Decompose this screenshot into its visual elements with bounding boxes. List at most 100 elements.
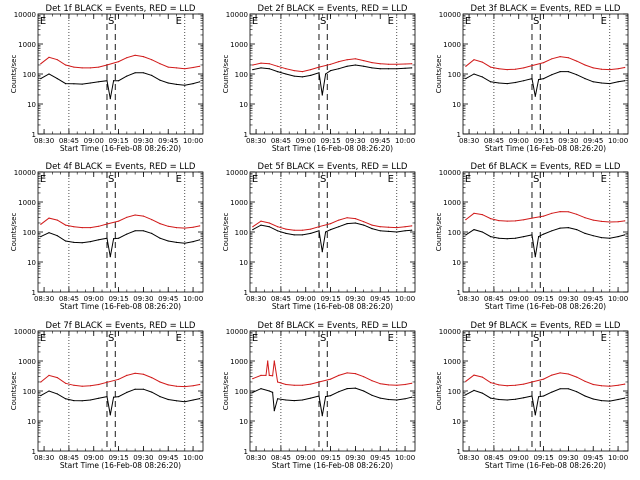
data-point-events xyxy=(576,74,578,76)
data-point-events xyxy=(387,398,390,401)
data-point-events xyxy=(73,241,75,243)
chart-title: Det 2f BLACK = Events, RED = LLD xyxy=(258,4,408,14)
y-tick-label: 1 xyxy=(457,448,461,456)
data-point-events xyxy=(559,227,561,229)
data-point-events xyxy=(301,76,303,78)
data-point-events xyxy=(126,233,128,235)
data-point-events xyxy=(192,399,194,401)
data-point-lld xyxy=(40,381,42,383)
data-point-events xyxy=(151,391,153,393)
data-point-events xyxy=(159,237,161,239)
series-line-lld xyxy=(40,54,200,70)
data-point-lld xyxy=(371,224,373,226)
plot-frame xyxy=(249,330,416,452)
data-point-lld xyxy=(260,62,262,64)
data-point-events xyxy=(321,415,323,417)
data-point-events xyxy=(159,396,161,398)
data-point-lld xyxy=(531,65,533,67)
data-point-events xyxy=(465,234,467,236)
data-point-lld xyxy=(465,65,467,67)
y-axis-label: Counts/sec xyxy=(435,55,443,94)
data-point-lld xyxy=(576,60,578,62)
data-point-lld xyxy=(404,63,406,65)
data-point-events xyxy=(617,398,619,401)
chart-title: Det 5f BLACK = Events, RED = LLD xyxy=(258,162,408,172)
x-tick-label: 09:45 xyxy=(158,454,178,462)
data-point-lld xyxy=(371,380,373,382)
data-point-events xyxy=(301,399,303,401)
data-point-events xyxy=(199,239,201,241)
data-point-lld xyxy=(592,67,594,69)
data-point-lld xyxy=(293,70,295,72)
data-point-lld xyxy=(404,383,406,386)
y-tick-label: 1 xyxy=(244,448,248,456)
data-point-events xyxy=(506,238,508,240)
data-point-events xyxy=(184,84,186,86)
data-point-events xyxy=(98,81,100,83)
data-point-lld xyxy=(40,223,42,225)
data-point-lld xyxy=(175,227,178,229)
data-point-events xyxy=(363,390,365,392)
x-axis-label: Start Time (16-Feb-08 08:26:20) xyxy=(485,302,606,311)
data-point-lld xyxy=(268,222,270,224)
data-point-lld xyxy=(268,374,270,376)
data-point-lld xyxy=(65,382,67,384)
data-point-events xyxy=(523,236,525,238)
data-point-lld xyxy=(490,382,492,384)
data-point-events xyxy=(175,241,178,243)
data-point-lld xyxy=(617,68,619,70)
data-point-lld xyxy=(624,383,626,385)
data-point-events xyxy=(252,229,254,231)
data-point-events xyxy=(567,388,570,390)
data-point-events xyxy=(396,399,398,401)
series-line-lld xyxy=(40,372,200,388)
y-tick-label: 10000 xyxy=(439,11,461,19)
data-point-lld xyxy=(252,64,254,66)
x-tick-label: 10:00 xyxy=(183,137,203,145)
data-point-lld xyxy=(167,384,169,386)
data-point-lld xyxy=(48,217,50,219)
data-point-events xyxy=(534,95,536,97)
data-point-events xyxy=(167,82,169,84)
data-point-events xyxy=(490,81,492,83)
x-tick-label: 10:00 xyxy=(395,454,415,462)
data-point-events xyxy=(387,230,390,232)
region-label: E xyxy=(601,16,607,27)
data-point-events xyxy=(89,241,91,243)
data-point-events xyxy=(600,237,603,239)
data-point-events xyxy=(325,396,327,398)
data-point-lld xyxy=(301,384,303,386)
y-tick-label: 10 xyxy=(27,101,36,109)
data-point-events xyxy=(285,73,287,75)
region-label: S xyxy=(108,333,114,344)
data-point-lld xyxy=(481,376,483,378)
data-point-events xyxy=(73,400,75,402)
region-label: S xyxy=(533,333,539,344)
data-point-lld xyxy=(543,215,545,217)
data-point-events xyxy=(293,75,295,77)
data-point-events xyxy=(490,236,492,238)
data-point-events xyxy=(514,237,517,239)
data-point-events xyxy=(142,230,144,232)
data-point-lld xyxy=(98,383,100,386)
y-tick-label: 10 xyxy=(239,418,248,426)
y-tick-label: 1 xyxy=(457,289,461,297)
data-point-events xyxy=(272,391,274,393)
data-point-lld xyxy=(81,67,83,69)
y-tick-label: 1000 xyxy=(18,41,36,49)
data-point-lld xyxy=(498,384,500,386)
data-point-events xyxy=(199,81,201,83)
data-point-events xyxy=(118,237,120,239)
plot-frame xyxy=(37,13,204,135)
data-point-lld xyxy=(277,226,279,228)
chart-panel-5: Det 5f BLACK = Events, RED = LLD 1 10 100 10… xyxy=(222,162,416,311)
data-point-lld xyxy=(559,372,561,374)
data-point-events xyxy=(268,226,270,228)
data-point-events xyxy=(301,234,303,236)
x-axis-label: Start Time (16-Feb-08 08:26:20) xyxy=(272,461,393,470)
data-point-events xyxy=(584,232,586,234)
x-tick-label: 09:00 xyxy=(296,137,316,145)
data-point-events xyxy=(118,396,120,398)
data-point-lld xyxy=(73,66,75,68)
y-tick-label: 10000 xyxy=(226,11,248,19)
